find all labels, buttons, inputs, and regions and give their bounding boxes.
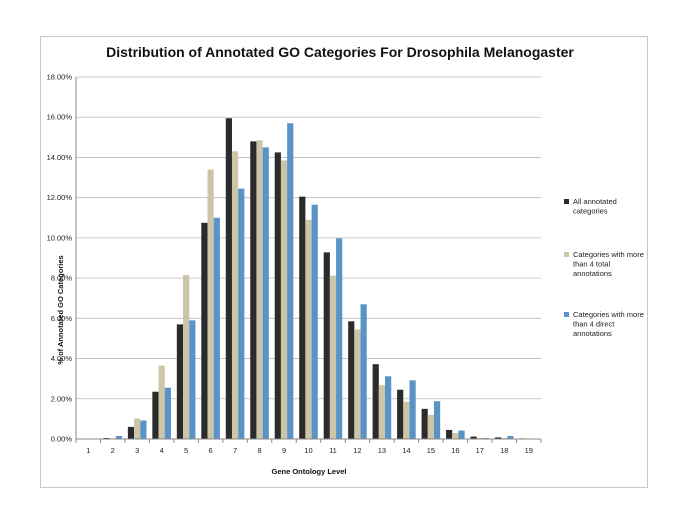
bar-series-1 (201, 222, 208, 439)
bar-series-1 (176, 324, 184, 439)
bar-series-2 (183, 275, 190, 439)
x-tick-label: 18 (500, 446, 508, 455)
bar-series-2 (231, 151, 239, 439)
bar-series-2 (476, 437, 483, 439)
y-tick-label: 10.00% (47, 233, 73, 242)
y-tick-label: 4.00% (51, 354, 73, 363)
bar-series-3 (409, 380, 416, 439)
chart-title: Distribution of Annotated GO Categories … (106, 44, 574, 60)
x-tick-label: 14 (402, 446, 410, 455)
x-tick-label: 13 (378, 446, 386, 455)
bar-series-1 (323, 252, 330, 439)
bar-series-1 (299, 196, 306, 439)
legend-label: than 4 total (573, 260, 610, 269)
x-tick-label: 5 (184, 446, 188, 455)
bar-series-3 (458, 430, 465, 439)
x-tick-label: 4 (160, 446, 164, 455)
bar-series-2 (134, 418, 141, 439)
bars-layer (103, 118, 526, 439)
chart-frame: Distribution of Annotated GO Categories … (40, 36, 648, 488)
legend-label: annotations (573, 329, 612, 338)
bar-series-2 (280, 160, 288, 439)
bar-series-2 (256, 140, 263, 439)
bar-series-2 (305, 219, 312, 439)
bar-series-3 (360, 304, 367, 439)
bar-series-1 (446, 429, 453, 439)
bar-series-3 (213, 217, 220, 439)
x-tick-label: 19 (525, 446, 533, 455)
x-tick-label: 7 (233, 446, 237, 455)
y-tick-label: 16.00% (47, 113, 73, 122)
legend-label: Categories with more (573, 250, 644, 259)
x-tick-label: 3 (135, 446, 139, 455)
x-tick-label: 8 (257, 446, 261, 455)
legend-swatch (564, 199, 569, 204)
y-tick-label: 18.00% (47, 73, 73, 82)
bar-series-1 (348, 321, 355, 439)
chart-svg: Distribution of Annotated GO Categories … (47, 44, 644, 476)
bar-series-1 (397, 389, 404, 439)
y-tick-label: 14.00% (47, 153, 73, 162)
bar-series-2 (427, 414, 434, 439)
bar-series-1 (103, 437, 110, 439)
bar-series-1 (250, 141, 257, 439)
bar-series-3 (433, 401, 441, 439)
legend-label: than 4 direct (573, 320, 615, 329)
bar-series-3 (140, 420, 147, 439)
x-tick-label: 2 (111, 446, 115, 455)
y-tick-label: 8.00% (51, 274, 73, 283)
y-tick-label: 2.00% (51, 394, 73, 403)
bar-series-1 (225, 118, 232, 439)
bar-series-1 (372, 364, 379, 439)
bar-series-3 (262, 147, 269, 439)
bar-series-2 (354, 329, 361, 439)
bar-series-3 (164, 387, 171, 439)
x-tick-label: 12 (353, 446, 361, 455)
bar-series-2 (207, 169, 214, 439)
y-axis-label: % of Annotated GO Categories (56, 255, 65, 364)
axes-layer: 0.00% 2.00% 4.00% 6.00% 8.00% 10.00% 12.00% 14.… (47, 73, 542, 455)
x-tick-label: 1 (86, 446, 90, 455)
x-tick-label: 9 (282, 446, 286, 455)
bar-series-2 (378, 385, 386, 439)
bar-series-1 (421, 408, 428, 439)
x-tick-label: 15 (427, 446, 435, 455)
bar-series-2 (329, 275, 337, 439)
bar-series-3 (507, 435, 514, 439)
bar-series-1 (494, 437, 502, 439)
x-tick-label: 6 (209, 446, 213, 455)
bar-series-1 (152, 391, 159, 439)
bar-series-2 (403, 401, 410, 439)
legend-label: categories (573, 207, 608, 216)
bar-series-2 (452, 432, 459, 439)
y-tick-label: 12.00% (47, 193, 73, 202)
bar-series-3 (311, 204, 318, 439)
bar-series-3 (115, 435, 123, 439)
bar-series-3 (189, 320, 196, 439)
bar-series-3 (482, 437, 490, 439)
legend-label: All annotated (573, 197, 617, 206)
bar-series-1 (470, 436, 477, 439)
bar-series-1 (274, 152, 281, 439)
x-tick-label: 16 (451, 446, 459, 455)
bar-series-3 (287, 123, 294, 439)
legend-label: annotations (573, 269, 612, 278)
y-tick-label: 6.00% (51, 314, 73, 323)
legend-swatch (564, 312, 569, 317)
x-tick-label: 11 (329, 446, 337, 455)
bar-series-2 (158, 365, 165, 439)
x-tick-label: 17 (476, 446, 484, 455)
y-tick-label: 0.00% (51, 435, 73, 444)
bar-series-3 (385, 376, 392, 439)
legend-label: Categories with more (573, 310, 644, 319)
x-tick-label: 10 (304, 446, 312, 455)
bar-series-3 (238, 188, 245, 439)
bar-series-1 (127, 426, 135, 439)
legend-swatch (564, 252, 569, 257)
bar-series-2 (501, 437, 508, 439)
x-axis-label: Gene Ontology Level (271, 467, 346, 476)
bar-series-3 (336, 238, 343, 439)
